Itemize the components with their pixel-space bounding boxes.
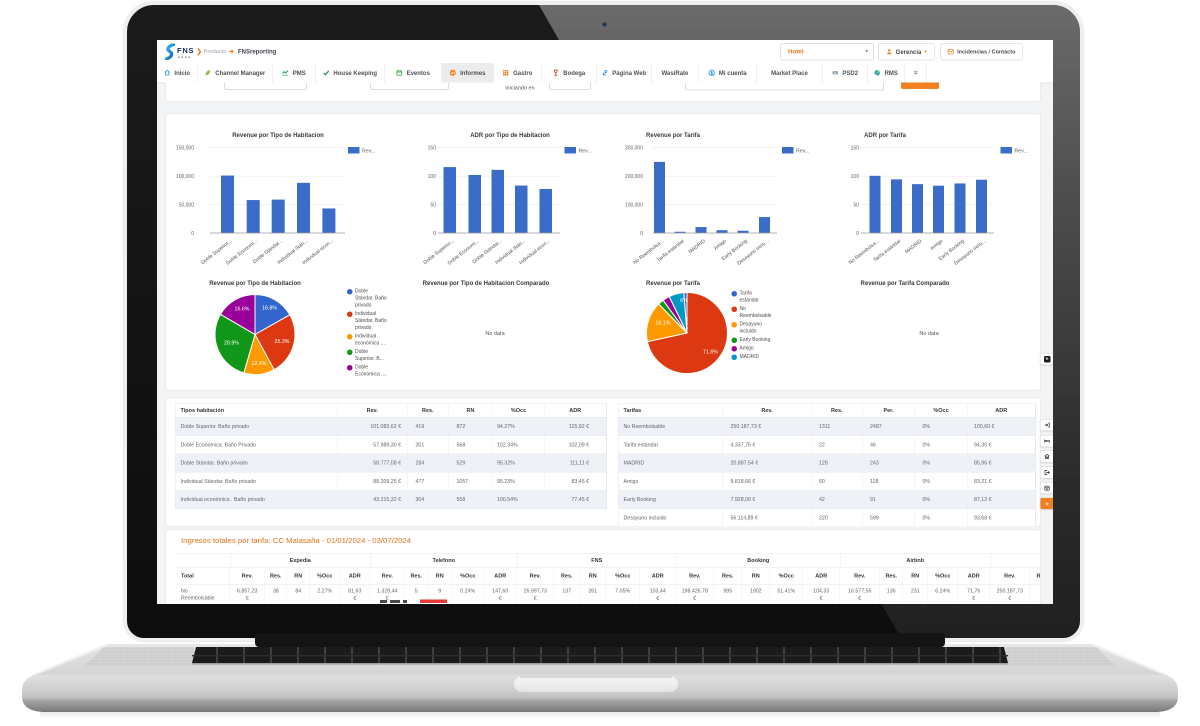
svg-text:Revenue por Tipo de Habitacion: Revenue por Tipo de Habitacion [232,133,324,139]
svg-text:300,000: 300,000 [625,145,643,151]
svg-text:Rev...: Rev... [796,149,809,155]
svg-text:50: 50 [430,202,436,208]
svg-text:16.1%: 16.1% [656,321,671,327]
svg-text:ps: ps [834,73,837,75]
svg-text:12.4%: 12.4% [252,361,267,367]
svg-text:Rev...: Rev... [1015,149,1028,155]
svg-text:Rev...: Rev... [579,149,592,155]
svg-text:50: 50 [853,202,859,208]
svg-text:150: 150 [428,145,437,151]
svg-text:No data: No data [919,331,939,337]
svg-text:16.6%: 16.6% [235,307,250,313]
svg-text:100,000: 100,000 [176,174,194,180]
svg-text:Revenue por Tipo de Habitacion: Revenue por Tipo de Habitacion Comparado [423,281,550,287]
svg-text:71.6%: 71.6% [703,350,718,356]
svg-text:100,000: 100,000 [625,202,643,208]
svg-text:Revenue por Tipo de Habitacion: Revenue por Tipo de Habitacion [209,281,301,287]
svg-text:150: 150 [851,145,860,151]
svg-text:ADR por Tipo de Habitacion: ADR por Tipo de Habitacion [470,133,550,139]
svg-text:28.9%: 28.9% [224,341,239,347]
svg-text:6%: 6% [680,298,688,304]
svg-text:16.8%: 16.8% [262,306,277,312]
svg-text:ADR por Tarifa: ADR por Tarifa [864,133,907,139]
svg-text:200,000: 200,000 [625,174,643,180]
svg-text:Revenue por Tarifa: Revenue por Tarifa [646,133,701,139]
svg-text:0: 0 [640,231,643,237]
svg-text:100: 100 [851,174,860,180]
svg-text:Rev...: Rev... [362,149,375,155]
svg-text:Amigo: Amigo [929,238,944,252]
svg-text:100: 100 [428,174,437,180]
svg-text:25.3%: 25.3% [275,339,290,345]
svg-text:0: 0 [433,231,436,237]
svg-text:MADRID: MADRID [687,238,707,255]
svg-text:Revenue por Tarifa Comparado: Revenue por Tarifa Comparado [861,281,950,287]
svg-text:50,000: 50,000 [179,202,195,208]
svg-text:MADRID: MADRID [904,238,924,255]
svg-text:150,000: 150,000 [176,145,194,151]
svg-text:0: 0 [191,231,194,237]
svg-text:Revenue por Tarifa: Revenue por Tarifa [646,281,701,287]
svg-text:Amigo: Amigo [713,238,728,252]
svg-text:No data: No data [485,331,505,337]
svg-text:0: 0 [856,231,859,237]
